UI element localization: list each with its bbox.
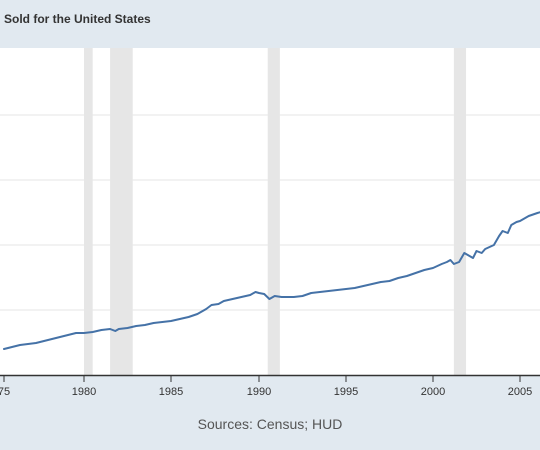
x-tick-label: 1980 <box>72 386 96 398</box>
recession-band <box>267 48 280 376</box>
x-tick-label: 2005 <box>508 386 532 398</box>
chart-header: Sold for the United States <box>0 0 540 48</box>
x-tick-label: 1985 <box>159 386 183 398</box>
x-tick-label: 2000 <box>421 386 445 398</box>
recession-band <box>84 48 93 376</box>
recession-band <box>453 48 467 376</box>
x-tick-label: 1995 <box>334 386 358 398</box>
recession-band <box>110 48 133 376</box>
series-line <box>3 211 540 350</box>
x-tick-label: 75 <box>0 386 10 398</box>
chart-title: Sold for the United States <box>4 12 151 26</box>
source-note: Sources: Census; HUD <box>197 416 343 432</box>
x-tick-label: 1990 <box>247 386 271 398</box>
